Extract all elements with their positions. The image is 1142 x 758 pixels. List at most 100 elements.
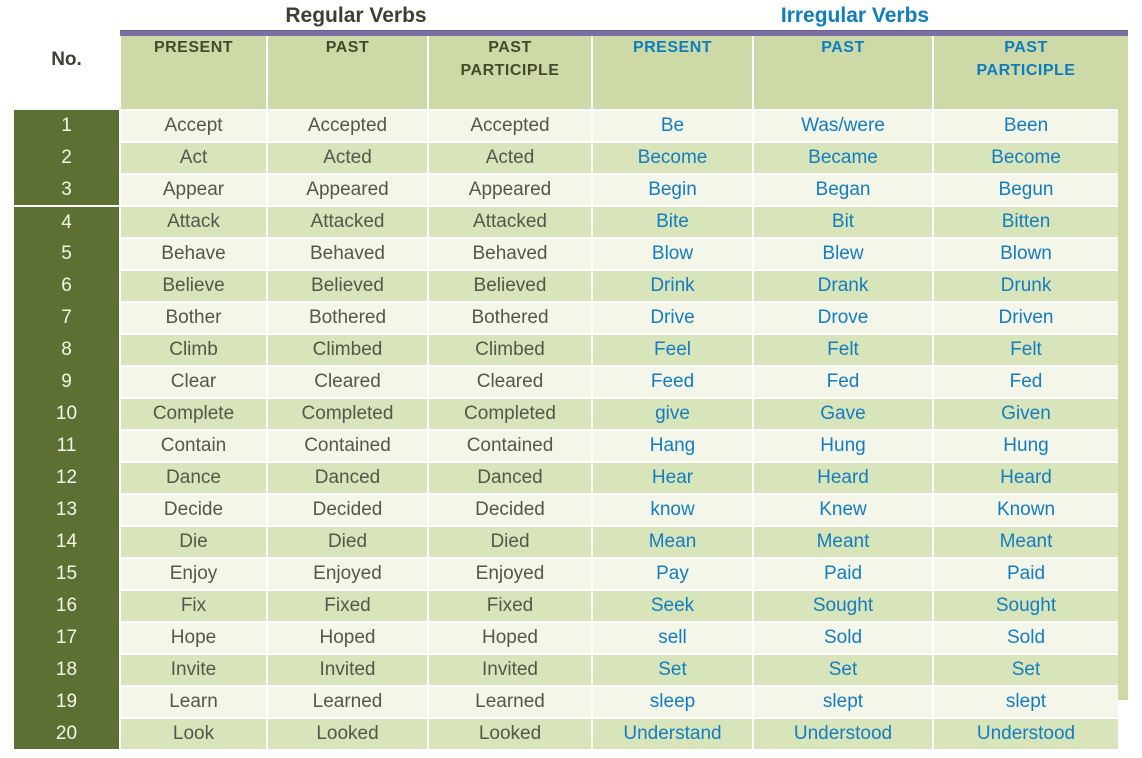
regular-past-participle-cell: Completed [427,397,592,430]
irregular-past-cell: Meant [752,525,933,558]
regular-past-cell: Accepted [266,109,428,142]
regular-past-participle-cell: Danced [427,461,592,494]
regular-present-cell: Learn [119,685,267,718]
irregular-present-cell: Hang [591,429,753,462]
regular-past-cell: Learned [266,685,428,718]
irregular-past-cell: Became [752,141,933,174]
irregular-present-cell: Drive [591,301,753,334]
table-row: 10 Complete Completed Completed give Gave Give… [14,397,1118,430]
row-number: 10 [14,398,120,430]
row-number: 7 [14,302,120,334]
row-number: 11 [14,430,120,462]
table-row: 1 Accept Accepted Accepted Be Was/were Been [14,109,1118,142]
regular-present-cell: Behave [119,237,267,270]
regular-past-cell: Enjoyed [266,557,428,590]
regular-present-cell: Climb [119,333,267,366]
irregular-present-cell: Feel [591,333,753,366]
table-row: 17 Hope Hoped Hoped sell Sold Sold [14,621,1118,654]
header-irregular-past: PAST [752,36,933,110]
table-row: 14 Die Died Died Mean Meant Meant [14,525,1118,558]
header-label: PAST [325,39,370,56]
table-row: 12 Dance Danced Danced Hear Heard Heard [14,461,1118,494]
regular-present-cell: Hope [119,621,267,654]
regular-past-participle-cell: Bothered [427,301,592,334]
table-row: 8 Climb Climbed Climbed Feel Felt Felt [14,333,1118,366]
irregular-past-cell: Hung [752,429,933,462]
regular-past-cell: Acted [266,141,428,174]
regular-past-participle-cell: Behaved [427,237,592,270]
regular-present-cell: Dance [119,461,267,494]
regular-past-cell: Completed [266,397,428,430]
irregular-past-participle-cell: Paid [932,557,1118,590]
row-number: 18 [14,654,120,686]
irregular-present-cell: sleep [591,685,753,718]
irregular-present-cell: Drink [591,269,753,302]
regular-past-participle-cell: Acted [427,141,592,174]
regular-past-cell: Looked [266,717,428,749]
table-row: 3 Appear Appeared Appeared Begin Began Begun [14,173,1118,207]
row-number: 14 [14,526,120,558]
regular-present-cell: Die [119,525,267,558]
header-label: PRESENT [632,39,713,56]
regular-past-participle-cell: Learned [427,685,592,718]
irregular-present-cell: Understand [591,717,753,749]
irregular-past-participle-cell: Been [932,109,1118,142]
row-number: 1 [14,110,120,142]
row-number: 5 [14,238,120,270]
irregular-past-cell: Bit [752,205,933,238]
table-row: 16 Fix Fixed Fixed Seek Sought Sought [14,589,1118,622]
regular-past-participle-cell: Attacked [427,205,592,238]
row-number: 17 [14,622,120,654]
regular-past-participle-cell: Hoped [427,621,592,654]
table-row: 15 Enjoy Enjoyed Enjoyed Pay Paid Paid [14,557,1118,590]
table-header: No. PRESENT PAST PAST PARTICIPLE PRESENT… [14,36,1118,110]
row-number: 19 [14,686,120,718]
irregular-past-participle-cell: slept [932,685,1118,718]
irregular-past-participle-cell: Understood [932,717,1118,749]
regular-present-cell: Clear [119,365,267,398]
irregular-present-cell: Feed [591,365,753,398]
irregular-verbs-title: Irregular Verbs [780,4,930,27]
irregular-past-participle-cell: Sought [932,589,1118,622]
header-accent-bar [120,30,1128,36]
irregular-past-participle-cell: Given [932,397,1118,430]
regular-past-cell: Decided [266,493,428,526]
irregular-past-cell: Drank [752,269,933,302]
regular-past-cell: Danced [266,461,428,494]
regular-past-participle-cell: Died [427,525,592,558]
irregular-present-cell: Be [591,109,753,142]
irregular-present-cell: Bite [591,205,753,238]
irregular-past-participle-cell: Fed [932,365,1118,398]
regular-verbs-title: Regular Verbs [285,4,427,27]
regular-past-cell: Contained [266,429,428,462]
irregular-past-participle-cell: Bitten [932,205,1118,238]
regular-past-participle-cell: Believed [427,269,592,302]
irregular-present-cell: Pay [591,557,753,590]
row-number: 20 [14,718,120,749]
regular-present-cell: Appear [119,173,267,206]
table-row: 6 Believe Believed Believed Drink Drank Drunk [14,269,1118,302]
row-number: 9 [14,366,120,398]
irregular-past-participle-cell: Set [932,653,1118,686]
row-number: 2 [14,142,120,174]
irregular-past-participle-cell: Begun [932,173,1118,206]
row-number: 13 [14,494,120,526]
regular-present-cell: Believe [119,269,267,302]
irregular-past-cell: Set [752,653,933,686]
irregular-present-cell: Set [591,653,753,686]
irregular-past-cell: Sought [752,589,933,622]
regular-present-cell: Decide [119,493,267,526]
header-label: PRESENT [153,39,234,56]
regular-past-participle-cell: Looked [427,717,592,749]
regular-present-cell: Fix [119,589,267,622]
irregular-past-participle-cell: Become [932,141,1118,174]
regular-past-participle-cell: Invited [427,653,592,686]
row-number: 12 [14,462,120,494]
irregular-past-participle-cell: Known [932,493,1118,526]
regular-past-cell: Attacked [266,205,428,238]
irregular-present-cell: give [591,397,753,430]
table-row: 18 Invite Invited Invited Set Set Set [14,653,1118,686]
irregular-past-participle-cell: Sold [932,621,1118,654]
row-number: 3 [14,174,120,207]
irregular-present-cell: Seek [591,589,753,622]
